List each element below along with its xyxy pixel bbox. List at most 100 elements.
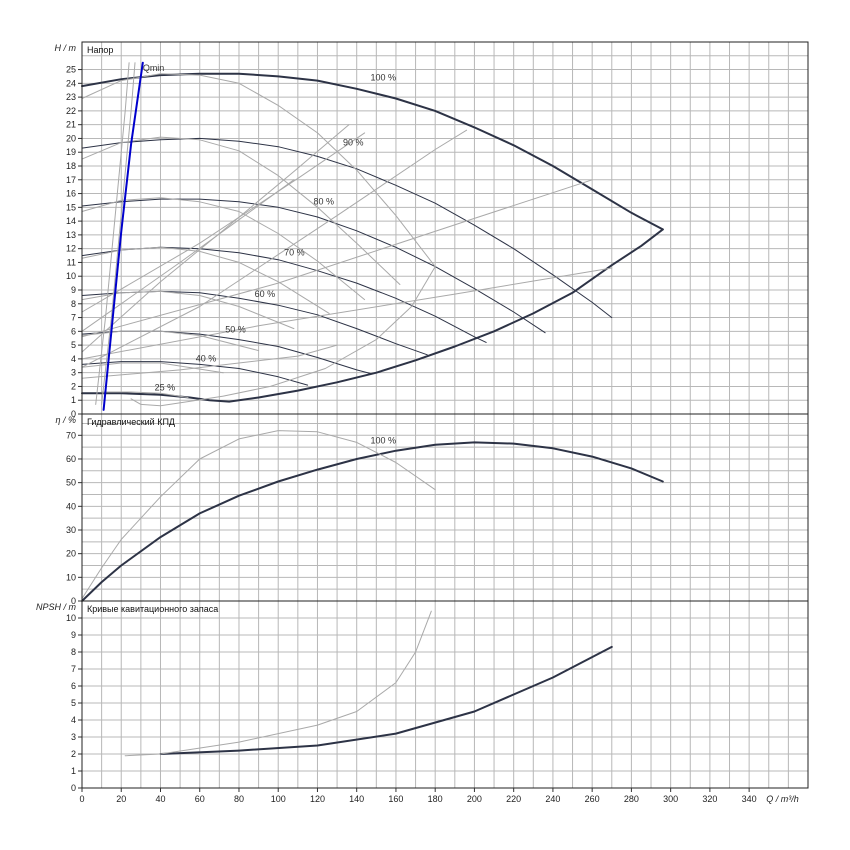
y-tick-label: 21 [66, 120, 76, 130]
y-tick-label: 19 [66, 147, 76, 157]
y-tick-label: 6 [71, 326, 76, 336]
x-tick-label: 40 [155, 794, 165, 804]
y-tick-label: 9 [71, 630, 76, 640]
x-axis-title: Q / m³/h [766, 794, 799, 804]
y-tick-label: 12 [66, 244, 76, 254]
curve [81, 361, 309, 386]
x-tick-label: 180 [428, 794, 443, 804]
y-tick-label: 6 [71, 681, 76, 691]
curve [81, 136, 401, 285]
y-tick-label: 22 [66, 106, 76, 116]
x-tick-label: 340 [742, 794, 757, 804]
curve [81, 198, 546, 334]
curve [81, 441, 664, 602]
x-tick-label: 140 [349, 794, 364, 804]
curve [124, 610, 432, 757]
panel-title: Гидравлический КПД [87, 417, 175, 427]
x-tick-label: 220 [506, 794, 521, 804]
grid [82, 42, 809, 788]
y-axis-title: η / % [55, 415, 76, 425]
x-tick-label: 320 [702, 794, 717, 804]
y-tick-label: 4 [71, 354, 76, 364]
panel-frame [81, 600, 809, 789]
y-tick-label: 18 [66, 161, 76, 171]
y-tick-label: 0 [71, 596, 76, 606]
curve-label: 70 % [284, 248, 305, 258]
curve [159, 645, 613, 755]
y-tick-label: 4 [71, 715, 76, 725]
x-tick-label: 120 [310, 794, 325, 804]
curve [101, 62, 136, 405]
curve-label: 100 % [370, 73, 396, 83]
frame [78, 41, 809, 792]
x-tick-label: 280 [624, 794, 639, 804]
x-tick-label: 300 [663, 794, 678, 804]
curve-label: 100 % [370, 436, 396, 446]
y-tick-label: 23 [66, 92, 76, 102]
y-tick-label: 50 [66, 478, 76, 488]
curve [81, 129, 468, 368]
y-tick-label: 7 [71, 313, 76, 323]
y-tick-label: 8 [71, 647, 76, 657]
curve [95, 62, 130, 405]
curve [81, 132, 366, 313]
y-tick-label: 3 [71, 732, 76, 742]
x-tick-label: 200 [467, 794, 482, 804]
y-tick-label: 30 [66, 525, 76, 535]
y-tick-label: 10 [66, 572, 76, 582]
y-tick-label: 20 [66, 549, 76, 559]
curve [81, 330, 260, 352]
x-tick-label: 100 [271, 794, 286, 804]
x-tick-label: 160 [388, 794, 403, 804]
panel-title: Кривые кавитационного запаса [87, 604, 218, 614]
y-tick-label: 14 [66, 216, 76, 226]
panel-title: Напор [87, 45, 113, 55]
y-tick-label: 7 [71, 664, 76, 674]
curve [81, 179, 593, 338]
y-tick-label: 40 [66, 501, 76, 511]
x-tick-label: 20 [116, 794, 126, 804]
curves [81, 61, 664, 757]
curve-label: Qmin [143, 63, 165, 73]
y-tick-label: 5 [71, 340, 76, 350]
y-tick-label: 17 [66, 175, 76, 185]
y-tick-label: 1 [71, 395, 76, 405]
y-tick-label: 25 [66, 65, 76, 75]
curve-label: 50 % [225, 325, 246, 335]
y-tick-label: 8 [71, 299, 76, 309]
curve [81, 228, 664, 403]
y-tick-label: 16 [66, 189, 76, 199]
y-tick-label: 10 [66, 271, 76, 281]
y-tick-label: 0 [71, 783, 76, 793]
curve-label: 60 % [255, 289, 276, 299]
qmin-line [102, 61, 144, 411]
x-tick-label: 0 [79, 794, 84, 804]
x-tick-label: 80 [234, 794, 244, 804]
y-tick-label: 3 [71, 368, 76, 378]
y-tick-label: 15 [66, 202, 76, 212]
x-tick-label: 260 [585, 794, 600, 804]
curve [81, 246, 330, 314]
y-tick-label: 11 [67, 257, 76, 267]
y-tick-label: 5 [71, 698, 76, 708]
curve-label: 40 % [196, 354, 217, 364]
x-tick-label: 60 [195, 794, 205, 804]
y-axis-title: H / m [55, 43, 77, 53]
curve [81, 362, 224, 374]
y-tick-label: 24 [66, 78, 76, 88]
curve-label: 25 % [155, 383, 176, 393]
x-tick-label: 240 [545, 794, 560, 804]
curve [81, 267, 613, 360]
y-tick-label: 1 [71, 766, 76, 776]
y-tick-label: 9 [71, 285, 76, 295]
y-tick-label: 10 [66, 613, 76, 623]
y-tick-label: 2 [71, 749, 76, 759]
curve [81, 430, 436, 600]
curve [81, 197, 366, 301]
y-tick-label: 2 [71, 381, 76, 391]
curve [101, 391, 189, 398]
curve [81, 344, 338, 379]
curve-label: 80 % [314, 197, 335, 207]
y-axis-title: NPSH / m [36, 602, 77, 612]
